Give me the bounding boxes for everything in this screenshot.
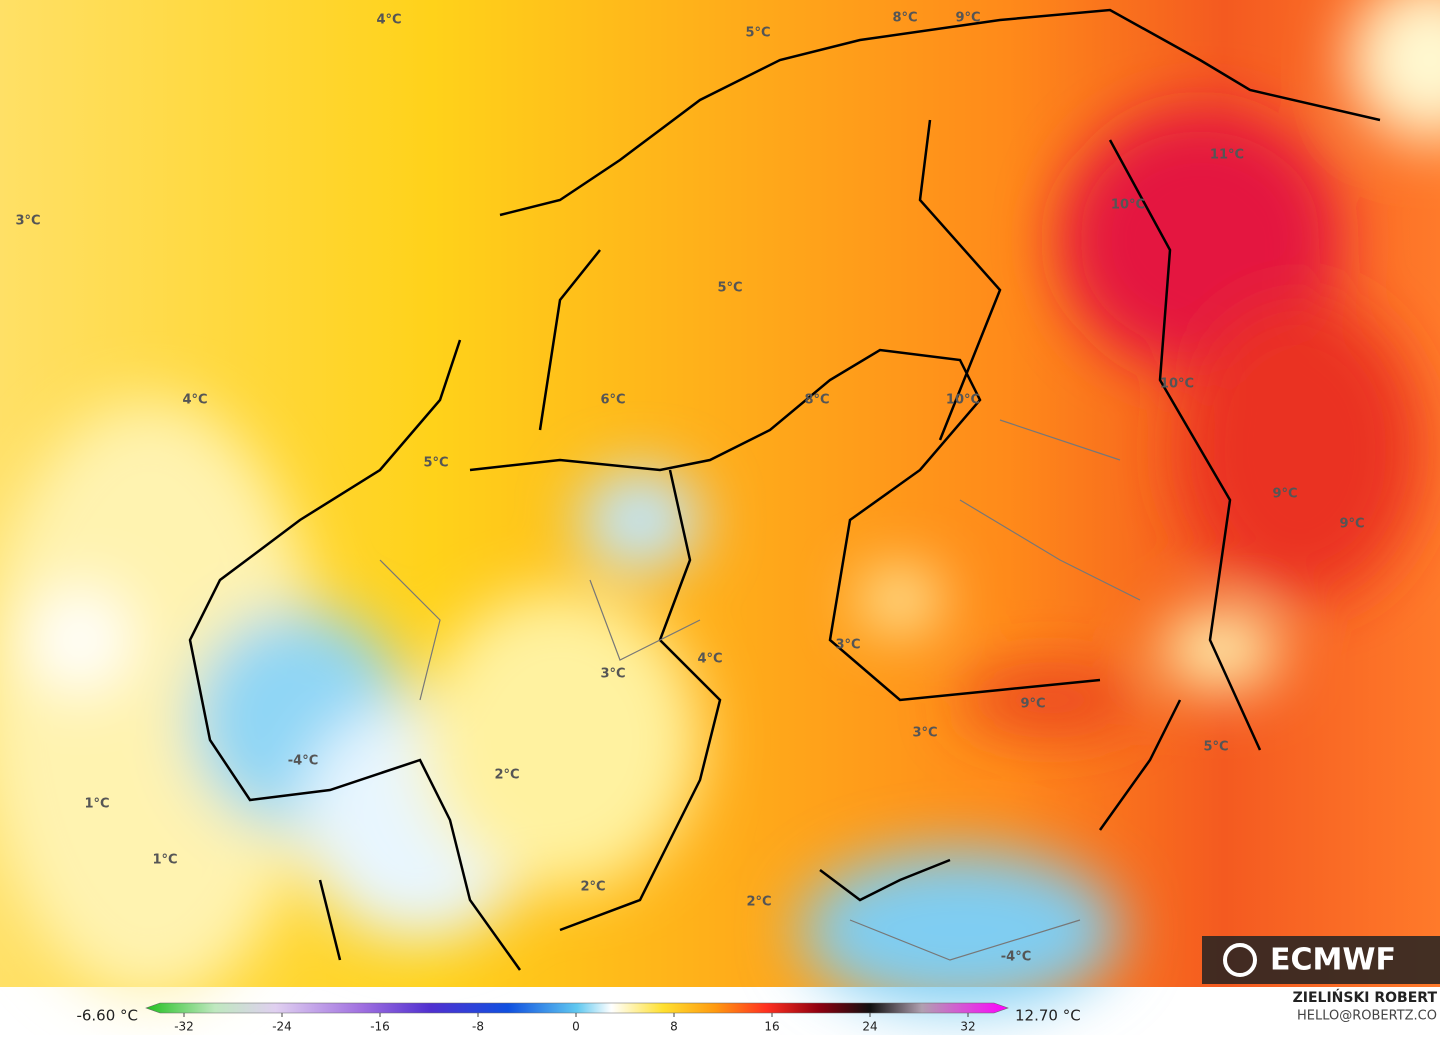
colorbar-tick-label: -16 bbox=[370, 1020, 390, 1034]
temperature-label: -4°C bbox=[288, 754, 318, 769]
logo-icon bbox=[1223, 943, 1257, 977]
temperature-label: 2°C bbox=[746, 895, 771, 910]
temperature-label: 2°C bbox=[580, 880, 605, 895]
map-field bbox=[0, 0, 1440, 1010]
temperature-label: 3°C bbox=[15, 214, 40, 229]
temperature-label: 3°C bbox=[835, 638, 860, 653]
logo: ECMWF bbox=[1270, 943, 1396, 978]
temperature-label: 5°C bbox=[745, 26, 770, 41]
colorbar-tick-label: 24 bbox=[862, 1020, 877, 1034]
temperature-label: 2°C bbox=[494, 768, 519, 783]
temperature-label: 3°C bbox=[600, 667, 625, 682]
colorbar-tick-label: -24 bbox=[272, 1020, 292, 1034]
temperature-label: 6°C bbox=[600, 393, 625, 408]
email: HELLO@ROBERTZ.CO bbox=[1297, 1009, 1437, 1024]
colorbar-tick-label: -8 bbox=[472, 1020, 484, 1034]
temperature-label: 11°C bbox=[1210, 148, 1244, 163]
temperature-label: 5°C bbox=[717, 281, 742, 296]
temperature-label: 8°C bbox=[804, 393, 829, 408]
temperature-label: 4°C bbox=[697, 652, 722, 667]
temperature-label: 9°C bbox=[1339, 517, 1364, 532]
temperature-label: 5°C bbox=[423, 456, 448, 471]
temperature-label: 1°C bbox=[152, 853, 177, 868]
temperature-label: 9°C bbox=[955, 11, 980, 26]
temperature-label: 9°C bbox=[1020, 697, 1045, 712]
temperature-label: 10°C bbox=[1111, 198, 1145, 213]
temperature-label: 10°C bbox=[946, 393, 980, 408]
temperature-label: -4°C bbox=[1001, 950, 1031, 965]
temperature-label: 3°C bbox=[912, 726, 937, 741]
colorbar-tick-label: 16 bbox=[764, 1020, 779, 1034]
colorbar-tick-label: 0 bbox=[572, 1020, 580, 1034]
author: ZIELIŃSKI ROBERT bbox=[1293, 988, 1438, 1006]
colorbar-tick-label: 8 bbox=[670, 1020, 678, 1034]
temperature-label: 10°C bbox=[1160, 377, 1194, 392]
temperature-label: 4°C bbox=[182, 393, 207, 408]
colorbar bbox=[145, 1002, 1009, 1014]
temperature-label: 5°C bbox=[1203, 740, 1228, 755]
temperature-label: 1°C bbox=[84, 797, 109, 812]
colorbar-min: -6.60 °C bbox=[76, 1007, 138, 1025]
colorbar-tick-label: -32 bbox=[174, 1020, 194, 1034]
temperature-label: 9°C bbox=[1272, 487, 1297, 502]
colorbar-max: 12.70 °C bbox=[1015, 1007, 1081, 1025]
temperature-label: 4°C bbox=[376, 13, 401, 28]
temperature-label: 8°C bbox=[892, 11, 917, 26]
colorbar-tick-label: 32 bbox=[960, 1020, 975, 1034]
